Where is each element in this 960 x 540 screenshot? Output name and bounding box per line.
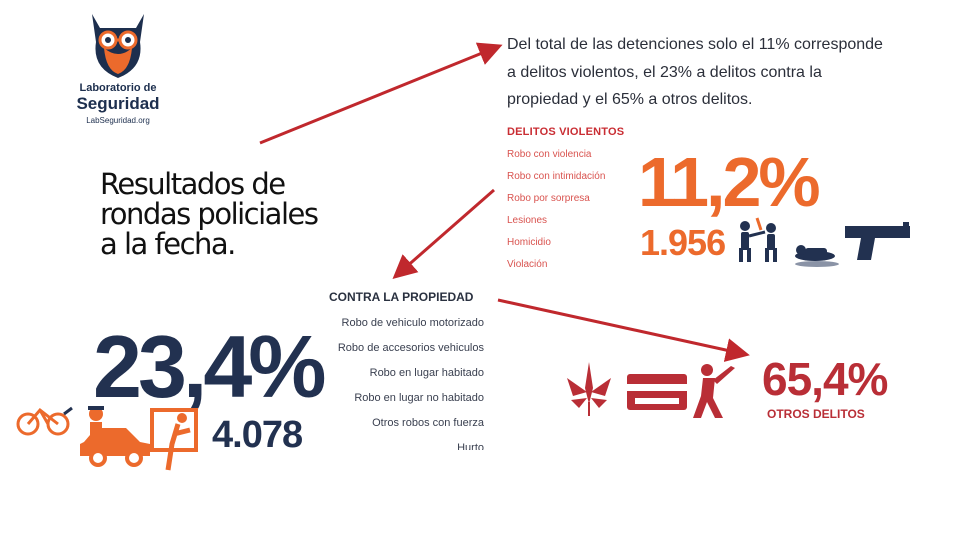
- intro-line-2: a delitos violentos, el 23% a delitos co…: [507, 63, 822, 81]
- owl-logo-icon: [92, 14, 144, 78]
- other-icons: [567, 362, 735, 418]
- list-item: Robo por sorpresa: [507, 193, 590, 204]
- credit-card-icon: [627, 374, 687, 410]
- window-break-icon: [150, 408, 198, 471]
- logo-line-2: Seguridad: [76, 94, 160, 113]
- logo-line-1: Laboratorio de: [79, 82, 157, 94]
- list-item: Hurto: [457, 442, 484, 450]
- attacker-knife-icon: [693, 364, 735, 418]
- other-percent: 65,4%: [762, 353, 888, 405]
- title-line-1: Resultados de: [100, 167, 286, 201]
- list-item: Robo en lugar no habitado: [354, 392, 484, 404]
- intro-text: Del total de las detenciones solo el 11%…: [507, 31, 947, 114]
- victim-lying-icon: [795, 245, 839, 267]
- cannabis-leaf-icon: [567, 362, 611, 416]
- list-item: Violación: [507, 259, 548, 268]
- list-item: Robo de vehiculo motorizado: [341, 317, 484, 329]
- arrow-to-property: [392, 188, 495, 279]
- list-item: Robo en lugar habitado: [369, 367, 484, 379]
- list-item: Robo con violencia: [507, 149, 592, 160]
- property-list: Robo de vehiculo motorizado Robo de acce…: [320, 311, 484, 450]
- violent-percent: 11,2%: [638, 143, 821, 221]
- violent-crimes-panel: DELITOS VIOLENTOS Robo con violencia Rob…: [500, 118, 920, 268]
- arrow-to-intro: [259, 42, 503, 145]
- list-item: Robo con intimidación: [507, 171, 606, 182]
- violent-icons: [739, 217, 910, 267]
- arrow-to-other: [497, 298, 750, 362]
- violent-list: Robo con violencia Robo con intimidación…: [507, 144, 605, 268]
- bicycle-icon: [16, 406, 73, 436]
- fighting-people-icon: [739, 217, 777, 262]
- property-count: 4.078: [212, 414, 303, 450]
- intro-line-1: Del total de las detenciones solo el 11%…: [507, 36, 883, 53]
- violent-count: 1.956: [640, 222, 726, 263]
- logo: Laboratorio de Seguridad LabSeguridad.or…: [48, 8, 188, 128]
- other-label: OTROS DELITOS: [767, 407, 865, 421]
- car-icon: [80, 428, 150, 467]
- property-icons: [16, 406, 198, 471]
- page-title: Resultados de rondas policiales a la fec…: [100, 167, 319, 261]
- property-heading: CONTRA LA PROPIEDAD: [329, 290, 474, 304]
- list-item: Lesiones: [507, 215, 548, 226]
- property-crimes-panel: CONTRA LA PROPIEDAD Robo de vehiculo mot…: [0, 280, 490, 450]
- title-line-3: a la fecha.: [100, 227, 236, 261]
- list-item: Otros robos con fuerza: [372, 417, 484, 429]
- title-line-2: rondas policiales: [100, 197, 319, 231]
- violent-heading: DELITOS VIOLENTOS: [507, 126, 625, 138]
- list-item: Homicidio: [507, 237, 551, 248]
- list-item: Robo de accesorios vehiculos: [337, 342, 484, 354]
- property-percent: 23,4%: [93, 317, 327, 416]
- intro-line-3: propiedad y el 65% a otros delitos.: [507, 91, 753, 108]
- logo-line-3: LabSeguridad.org: [86, 116, 150, 125]
- handgun-icon: [845, 222, 910, 260]
